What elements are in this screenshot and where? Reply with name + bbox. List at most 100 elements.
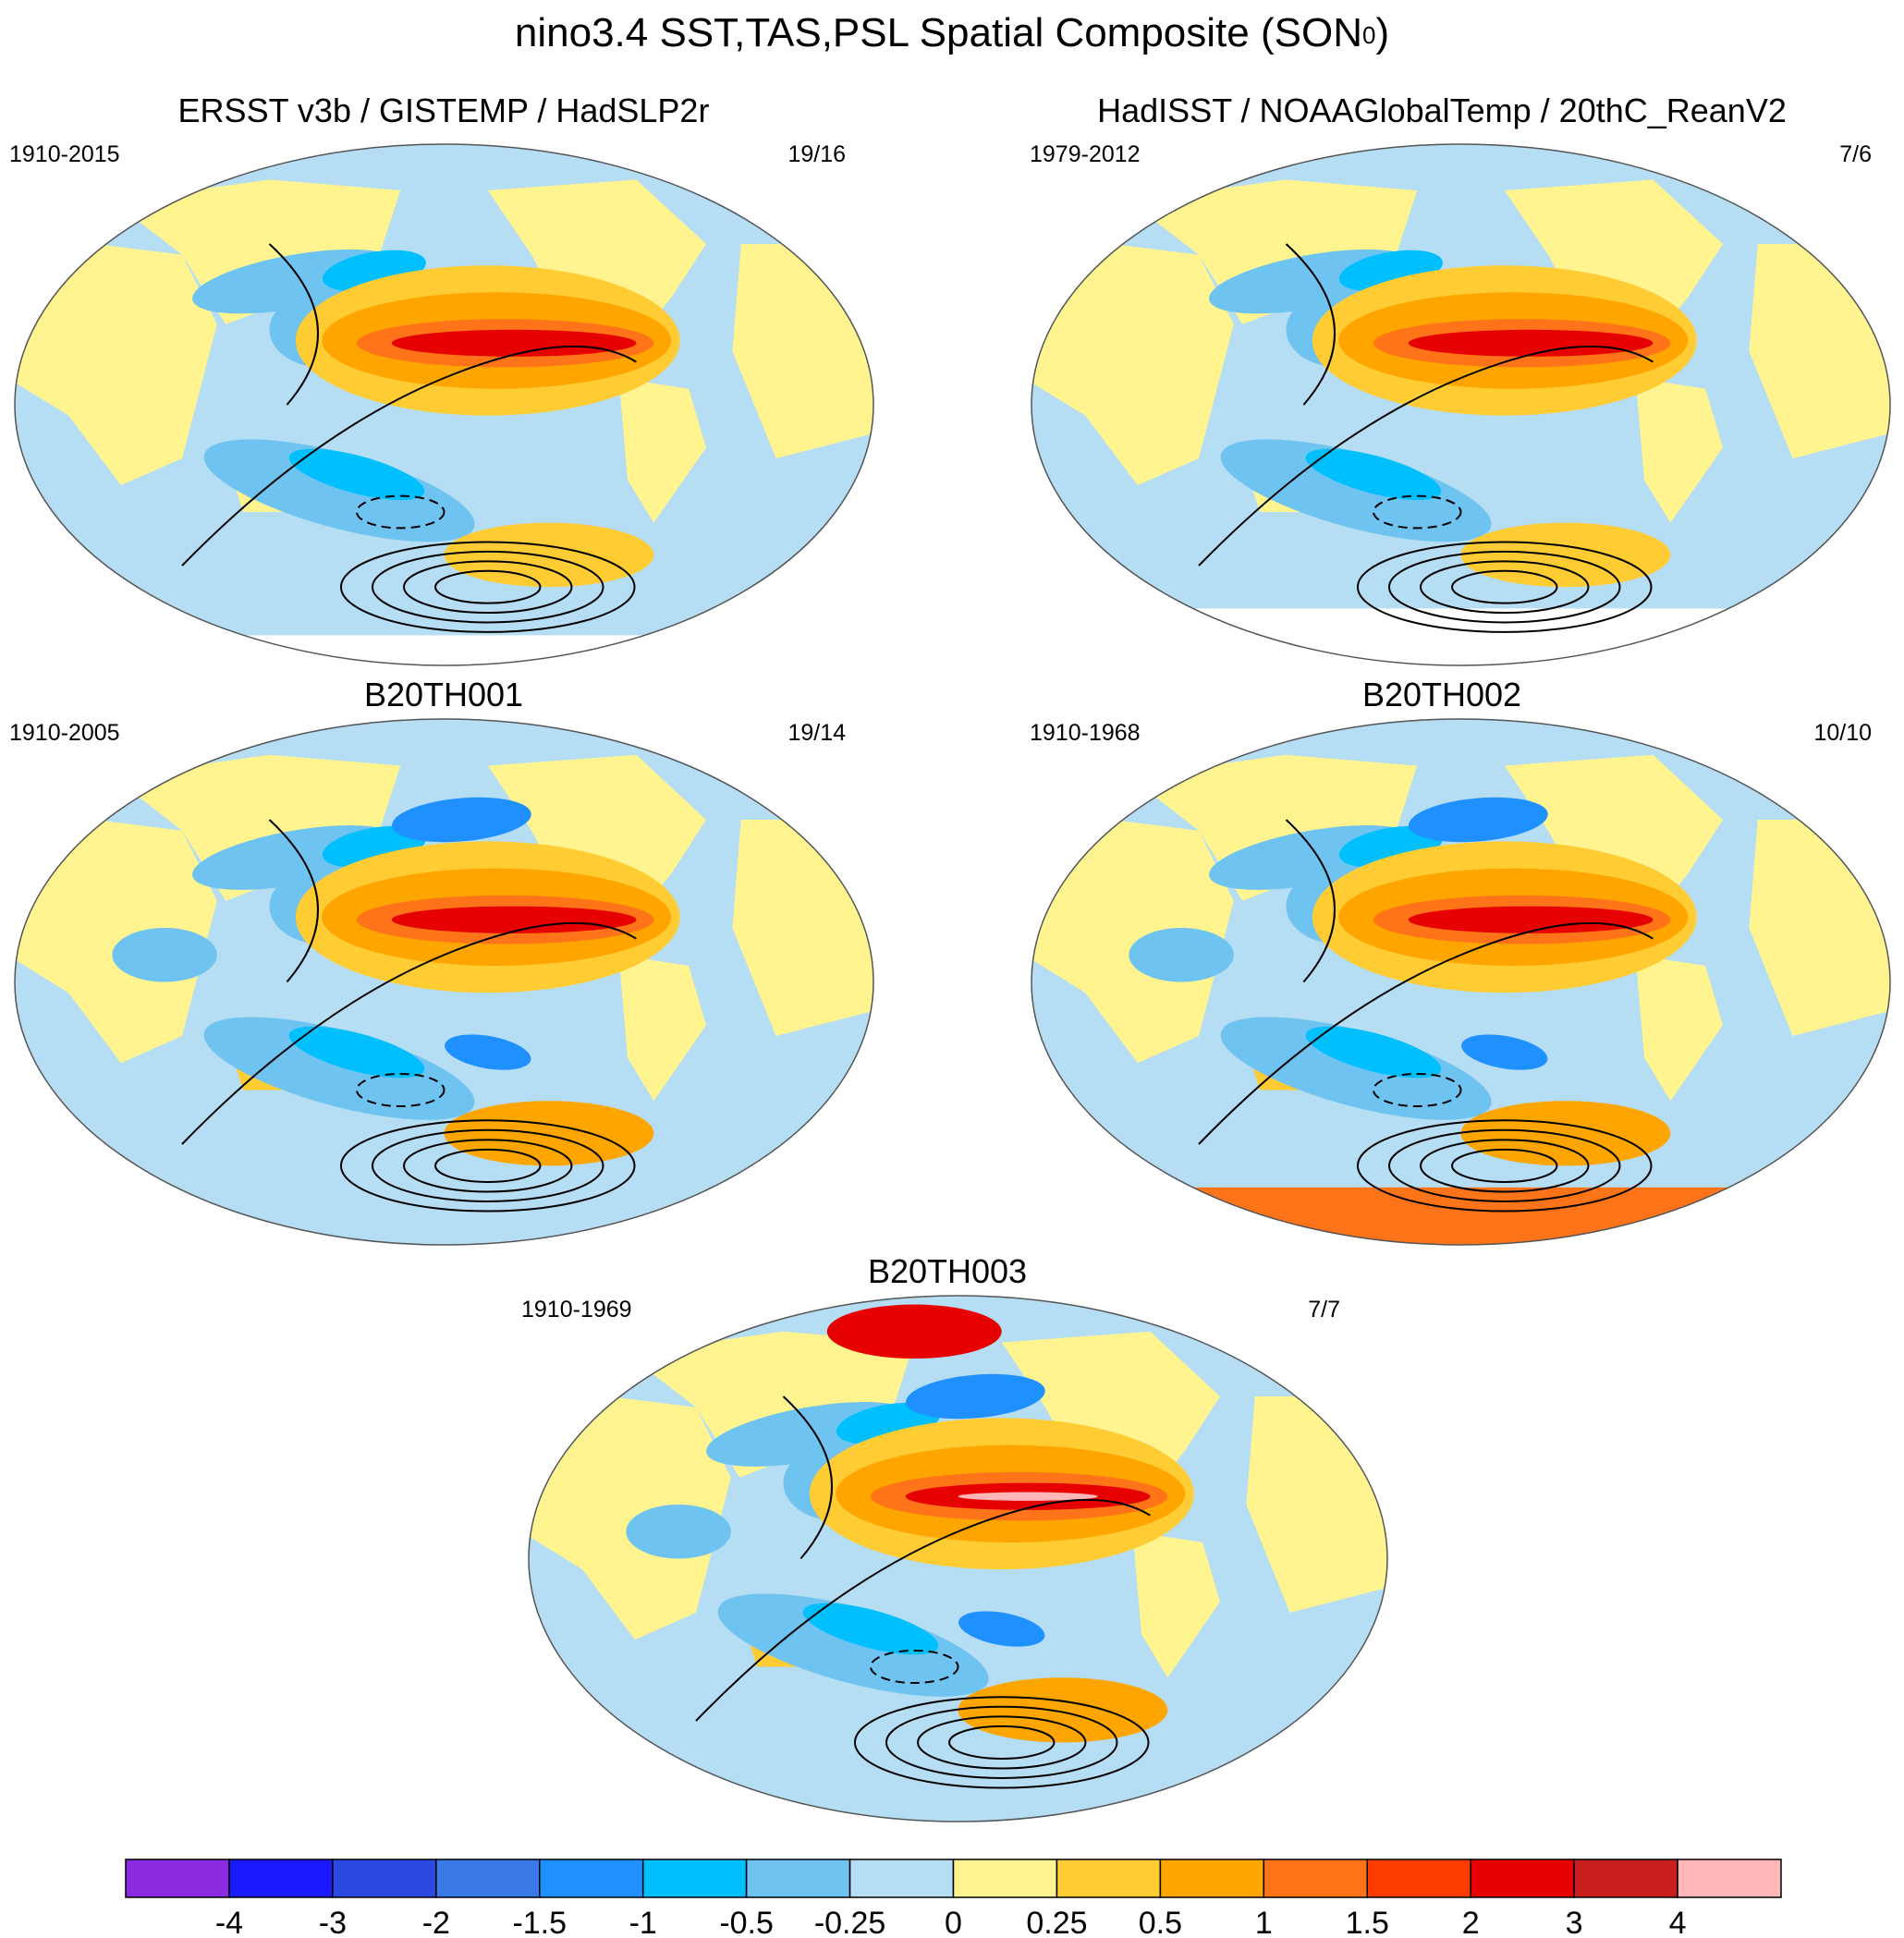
colorbar-label-6: -0.25 xyxy=(814,1906,886,1938)
colorbar-label-1: -3 xyxy=(319,1906,347,1938)
land-africa xyxy=(15,820,217,1064)
colorbar-boxes xyxy=(125,1859,1782,1898)
map-outline xyxy=(1031,143,1891,666)
land-eurasia xyxy=(112,754,401,901)
map-outline xyxy=(14,143,874,666)
map-fill-group xyxy=(1031,719,1890,1245)
colorbar-box-15 xyxy=(1677,1859,1782,1898)
colorbar-label-11: 1.5 xyxy=(1346,1906,1389,1938)
psl-contour-positive-0 xyxy=(1451,1148,1558,1183)
panel-counts: 7/7 xyxy=(1308,1297,1340,1322)
colorbar-label-10: 1 xyxy=(1255,1906,1273,1938)
panel-title: B20TH002 xyxy=(1361,676,1522,713)
warm-southern-ocean xyxy=(444,1101,654,1166)
map-outline xyxy=(14,718,874,1246)
colorbar-box-4 xyxy=(539,1859,644,1898)
cool-band-south-pacific xyxy=(717,1593,989,1697)
land-eurasia xyxy=(112,179,401,324)
colorbar-box-3 xyxy=(435,1859,541,1898)
colorbar-box-7 xyxy=(848,1859,955,1898)
psl-contour-zero xyxy=(1198,921,1654,1145)
colorbar-label-8: 0.25 xyxy=(1026,1906,1087,1938)
panel-b20th002: B20TH002 1910-1968 10/10 xyxy=(1017,675,1904,1266)
warm-tongue-core xyxy=(391,329,637,357)
psl-contour-north xyxy=(782,1396,833,1560)
colorbar-box-6 xyxy=(745,1859,851,1898)
warm-southern-ocean xyxy=(958,1677,1168,1743)
map-fill-group xyxy=(15,719,873,1245)
land-eurasia xyxy=(1129,179,1418,324)
colorbar-label-2: -2 xyxy=(422,1906,450,1938)
missing-data-antarctic xyxy=(15,635,873,665)
panel-b20th003: B20TH003 1910-1969 7/7 xyxy=(518,1251,1405,1843)
psl-contour-north xyxy=(268,243,319,406)
cool-core-south-pacific xyxy=(802,1603,939,1655)
psl-contour-positive-3 xyxy=(339,1119,636,1213)
psl-contours xyxy=(1198,243,1654,633)
psl-contour-positive-0 xyxy=(1451,569,1558,604)
map-plot xyxy=(1031,143,1891,666)
map-outline xyxy=(1031,718,1891,1246)
land-south-america xyxy=(1132,1531,1220,1678)
warm-tongue-core xyxy=(1408,906,1654,933)
psl-contour-positive-2 xyxy=(372,550,604,624)
colorbar-label-7: 0 xyxy=(945,1906,962,1938)
psl-contour-positive-1 xyxy=(403,1139,573,1193)
cool-strong-south-pacific xyxy=(958,1611,1045,1647)
panel-counts: 19/14 xyxy=(787,720,846,746)
panel-obs-ersst: ERSST v3b / GISTEMP / HadSLP2r 1910-2015… xyxy=(0,91,887,682)
psl-contour-negative xyxy=(356,494,445,530)
psl-contour-positive-2 xyxy=(885,1705,1118,1780)
panel-period: 1979-2012 xyxy=(1030,141,1141,167)
panel-title: B20TH001 xyxy=(363,676,524,713)
colorbar-box-13 xyxy=(1470,1859,1575,1898)
land-africa xyxy=(15,244,217,485)
warm-southern-ocean xyxy=(1460,522,1671,588)
panel-period: 1910-1968 xyxy=(1030,720,1141,746)
colorbar-box-1 xyxy=(228,1859,334,1898)
land-south-america xyxy=(618,955,706,1102)
cool-indian-ocean xyxy=(1129,928,1234,982)
psl-contours xyxy=(181,819,637,1213)
land-eurasia xyxy=(626,1331,915,1478)
land-south-america xyxy=(618,378,706,523)
panel-period: 1910-1969 xyxy=(521,1297,632,1322)
land-south-america xyxy=(1635,378,1723,523)
psl-contour-zero xyxy=(181,345,637,567)
colorbar-label-4: -1 xyxy=(629,1906,657,1938)
cool-strong-north-pacific xyxy=(392,797,531,843)
colorbar-labels: -4 -3 -2 -1.5 -1 -0.5 -0.25 0 0.25 0.5 1 1.5 2 3 4 xyxy=(215,1906,1687,1938)
map-plot xyxy=(14,718,874,1246)
map-outline xyxy=(528,1295,1388,1822)
cool-band-south-pacific xyxy=(1220,1017,1492,1120)
psl-contour-positive-1 xyxy=(1420,1139,1590,1193)
missing-data-antarctic xyxy=(1031,608,1890,665)
cool-band-south-pacific xyxy=(1220,439,1492,542)
figure-title-suffix: ) xyxy=(1375,10,1390,55)
psl-contour-negative xyxy=(1373,494,1462,530)
psl-contour-zero xyxy=(1198,345,1654,567)
psl-contours xyxy=(695,1396,1151,1789)
psl-contour-negative xyxy=(870,1649,959,1685)
panel-period: 1910-2015 xyxy=(9,141,120,167)
warm-tongue-peak xyxy=(958,1492,1098,1501)
map-plot xyxy=(14,143,874,666)
warm-southern-ocean xyxy=(444,522,654,588)
panel-counts: 19/16 xyxy=(787,141,846,167)
panel-counts: 10/10 xyxy=(1813,720,1872,746)
map-plot xyxy=(528,1295,1388,1822)
panel-title: ERSST v3b / GISTEMP / HadSLP2r xyxy=(177,91,710,129)
psl-contours xyxy=(181,243,637,633)
colorbar-box-5 xyxy=(641,1859,748,1898)
psl-contour-north xyxy=(268,819,319,983)
map-plot xyxy=(1031,718,1891,1246)
psl-contour-positive-1 xyxy=(917,1715,1087,1770)
map-fill-group xyxy=(15,144,873,665)
colorbar-box-14 xyxy=(1573,1859,1678,1898)
cool-band-south-pacific xyxy=(203,1017,475,1120)
psl-contour-negative xyxy=(1373,1072,1462,1108)
psl-contour-positive-3 xyxy=(853,1696,1150,1789)
colorbar-label-9: 0.5 xyxy=(1139,1906,1182,1938)
colorbar-label-12: 2 xyxy=(1462,1906,1480,1938)
colorbar-label-3: -1.5 xyxy=(512,1906,567,1938)
